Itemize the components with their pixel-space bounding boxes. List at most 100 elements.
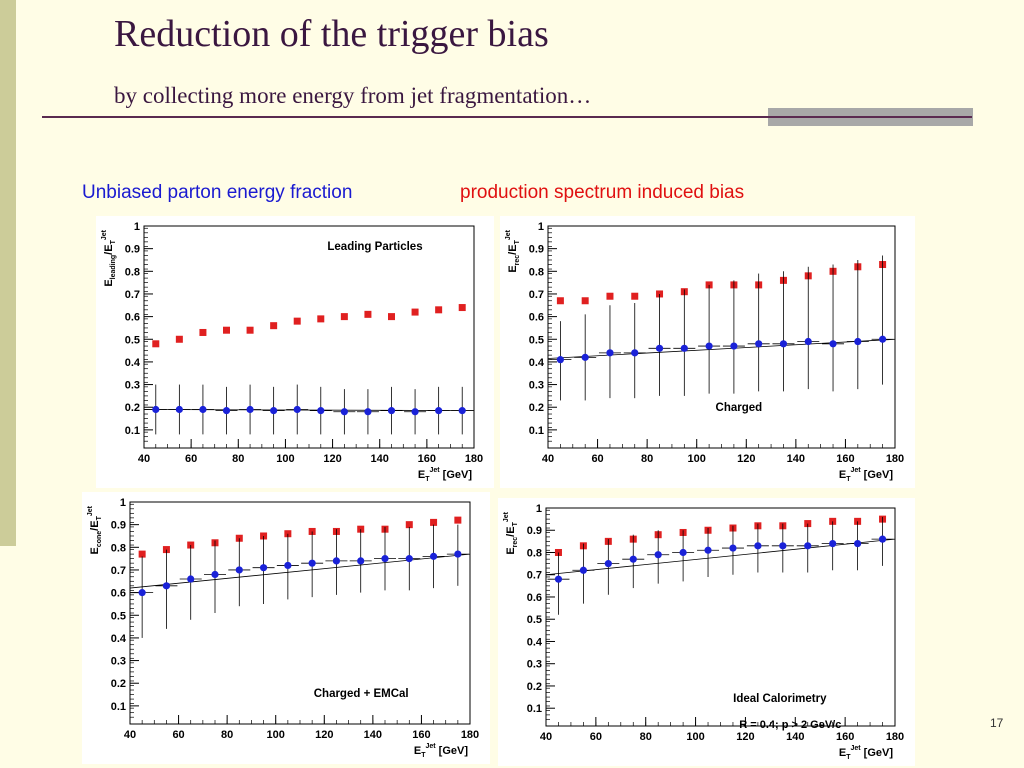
data-point-square bbox=[435, 306, 443, 314]
data-point-circle bbox=[405, 555, 413, 563]
data-point-circle bbox=[246, 405, 254, 414]
data-point-circle bbox=[429, 552, 438, 560]
chart-leading-particles: 0.1 0.2 0.3 0.4 0.5 0.6 0.7 0.8 0.9 1 40 60 80 100 120… bbox=[96, 216, 494, 488]
data-point-circle bbox=[411, 408, 419, 416]
x-tick-label: 180 bbox=[465, 453, 483, 465]
y-tick-label: 0.5 bbox=[125, 334, 140, 346]
x-tick-label: 60 bbox=[185, 453, 197, 465]
data-point-square bbox=[430, 518, 438, 526]
x-tick-label: 80 bbox=[640, 731, 652, 743]
fit-line bbox=[547, 338, 896, 359]
y-tick-label: 0.2 bbox=[527, 681, 542, 693]
chart-label: Leading Particles bbox=[327, 241, 422, 253]
data-point-circle bbox=[829, 340, 837, 348]
x-tick-label: 80 bbox=[221, 729, 233, 741]
caption-unbiased: Unbiased parton energy fraction bbox=[82, 182, 353, 203]
data-point-circle bbox=[293, 405, 301, 414]
y-tick-label: 0.6 bbox=[529, 312, 544, 324]
x-tick-label: 160 bbox=[836, 453, 854, 465]
data-point-circle bbox=[340, 408, 348, 416]
data-point-circle bbox=[317, 407, 325, 415]
data-point-circle bbox=[235, 566, 243, 574]
plot-frame bbox=[143, 225, 475, 449]
caption-bias: production spectrum induced bias bbox=[460, 182, 745, 203]
fit-line bbox=[545, 538, 896, 576]
data-point-square bbox=[556, 297, 564, 305]
data-point-circle bbox=[381, 555, 389, 563]
data-point-square bbox=[631, 292, 639, 300]
data-point-square bbox=[199, 328, 207, 336]
data-point-circle bbox=[308, 559, 316, 567]
y-tick-label: 0.5 bbox=[527, 614, 542, 626]
y-tick-label: 0.9 bbox=[527, 525, 542, 537]
x-tick-label: 100 bbox=[686, 731, 704, 743]
data-point-circle bbox=[556, 356, 564, 364]
data-point-circle bbox=[138, 589, 146, 597]
slide-side-bar bbox=[0, 0, 16, 546]
data-point-circle bbox=[878, 535, 887, 543]
data-point-circle bbox=[387, 407, 396, 415]
data-point-circle bbox=[779, 542, 787, 550]
y-tick-label: 0.6 bbox=[125, 312, 140, 324]
y-tick-label: 0.9 bbox=[111, 520, 126, 532]
data-point-circle bbox=[175, 405, 183, 414]
data-point-square bbox=[270, 322, 278, 330]
data-point-square bbox=[235, 534, 243, 542]
data-point-circle bbox=[680, 344, 688, 352]
data-point-square bbox=[581, 297, 589, 305]
y-tick-label: 0.6 bbox=[111, 588, 126, 600]
data-point-circle bbox=[804, 542, 812, 550]
x-tick-label: 60 bbox=[172, 729, 184, 741]
y-tick-label: 0.5 bbox=[529, 334, 544, 346]
data-point-circle bbox=[779, 340, 788, 348]
x-tick-label: 160 bbox=[836, 731, 854, 743]
data-point-circle bbox=[152, 405, 160, 414]
y-tick-label: 0.6 bbox=[527, 592, 542, 604]
x-tick-label: 80 bbox=[232, 453, 244, 465]
y-tick-label: 0.8 bbox=[529, 266, 544, 278]
data-point-circle bbox=[730, 342, 738, 350]
y-tick-label: 0.3 bbox=[125, 380, 140, 392]
y-tick-label: 0.8 bbox=[527, 547, 542, 559]
data-point-square bbox=[138, 550, 146, 558]
x-tick-label: 120 bbox=[323, 453, 341, 465]
data-point-square bbox=[293, 317, 301, 325]
data-point-square bbox=[388, 313, 395, 321]
fit-line bbox=[129, 553, 471, 589]
data-point-circle bbox=[606, 349, 614, 357]
plot-frame bbox=[545, 507, 896, 727]
x-tick-label: 180 bbox=[461, 729, 479, 741]
data-point-circle bbox=[854, 337, 862, 346]
x-tick-label: 180 bbox=[886, 453, 904, 465]
y-tick-label: 0.8 bbox=[125, 266, 140, 278]
y-tick-label: 0.8 bbox=[111, 542, 126, 554]
y-tick-label: 0.3 bbox=[527, 659, 542, 671]
y-tick-label: 0.1 bbox=[529, 425, 544, 437]
data-point-square bbox=[454, 516, 462, 524]
y-tick-label: 0.4 bbox=[125, 357, 141, 369]
data-point-square bbox=[705, 281, 713, 289]
data-point-square bbox=[357, 525, 365, 533]
data-point-circle bbox=[284, 561, 292, 570]
data-point-circle bbox=[755, 340, 763, 348]
x-tick-label: 140 bbox=[786, 731, 804, 743]
x-tick-label: 80 bbox=[641, 453, 653, 465]
y-tick-label: 0.7 bbox=[527, 570, 542, 582]
x-tick-label: 60 bbox=[591, 453, 603, 465]
y-tick-label: 0.3 bbox=[529, 380, 544, 392]
chart-ideal-calorimetry: 0.1 0.2 0.3 0.4 0.5 0.6 0.7 0.8 0.9 1 40 60 80 100 120… bbox=[498, 498, 915, 766]
x-tick-label: 100 bbox=[688, 453, 706, 465]
page-number: 17 bbox=[990, 716, 1004, 730]
x-tick-label: 160 bbox=[412, 729, 430, 741]
slide-subtitle: by collecting more energy from jet fragm… bbox=[114, 83, 592, 108]
x-tick-label: 120 bbox=[736, 731, 754, 743]
y-axis-label: Erec/ETJet bbox=[505, 229, 521, 272]
data-point-square bbox=[340, 313, 348, 321]
plot-frame bbox=[129, 501, 471, 725]
chart-annotation: R = 0.4; p > 2 GeV/c bbox=[739, 719, 841, 731]
x-tick-label: 40 bbox=[540, 731, 552, 743]
data-point-circle bbox=[357, 557, 365, 565]
